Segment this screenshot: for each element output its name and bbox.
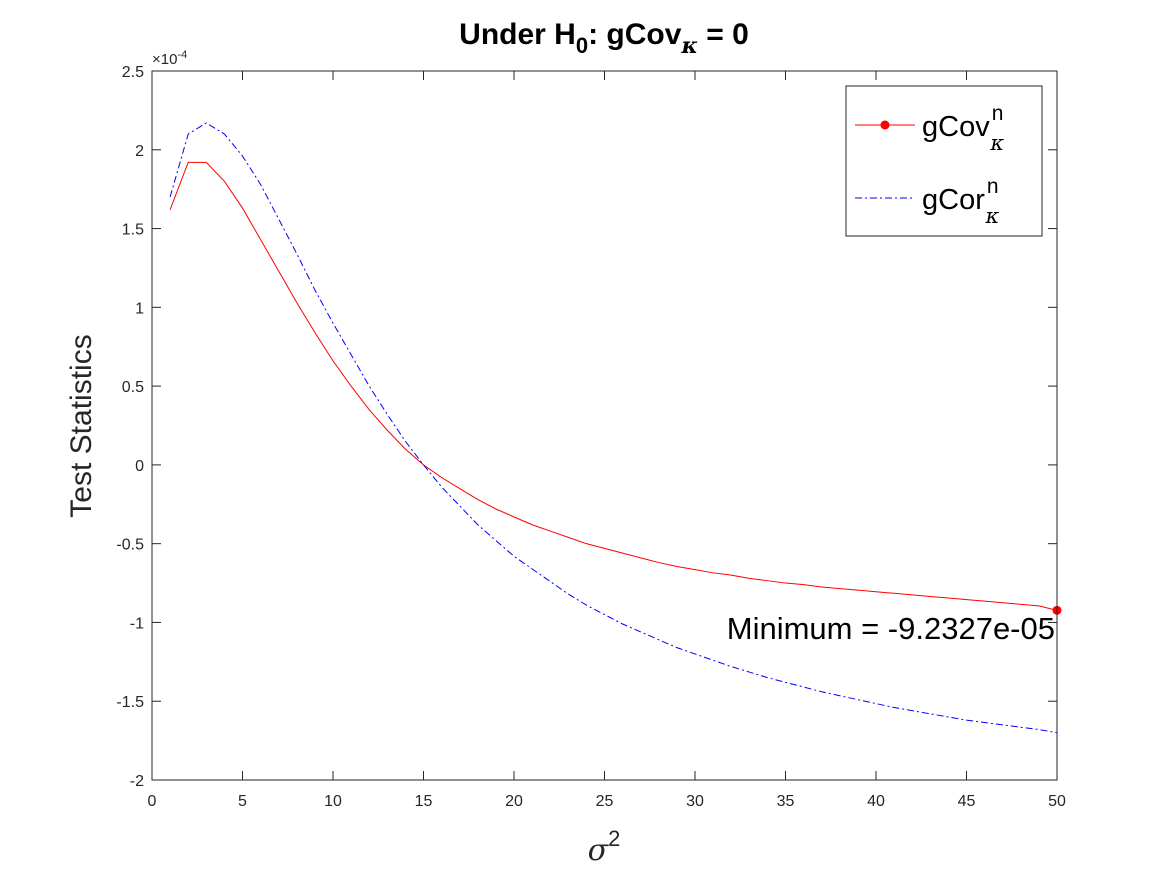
x-tick-label: 20 [505,793,523,810]
x-tick-label: 30 [686,793,704,810]
y-tick-label: 1.5 [122,222,144,239]
y-axis-label: Test Statistics [65,334,98,517]
y-tick-label: 0 [135,458,144,475]
y-tick-label: 2 [135,143,144,160]
x-tick-label: 35 [777,793,795,810]
y-tick-label: 1 [135,300,144,317]
x-tick-label: 0 [148,793,157,810]
legend-box [845,85,1043,237]
x-tick-label: 40 [867,793,885,810]
legend-label-gcov: gCovn κ [922,102,1004,155]
x-tick-label: 50 [1048,793,1066,810]
x-axis-ticks: 0 5 10 15 20 25 30 35 40 45 50 [148,71,1066,810]
y-tick-label: -1 [130,615,144,632]
y-tick-label: 0.5 [122,379,144,396]
x-axis-label: σ2 [588,826,621,868]
minimum-annotation: Minimum = -9.2327e-05 [727,611,1055,646]
x-tick-label: 25 [596,793,614,810]
y-axis-multiplier: ×10-4 [152,49,187,68]
x-tick-label: 45 [958,793,976,810]
legend-marker-gcov [880,120,890,130]
chart-title: Under H0: gCovκ = 0 [459,18,749,59]
x-tick-label: 5 [238,793,247,810]
legend: gCovn κ gCorn κ [845,85,1043,237]
x-tick-label: 10 [324,793,342,810]
x-tick-label: 15 [415,793,433,810]
y-tick-label: -2 [130,773,144,790]
axes-frame [151,70,1058,781]
y-tick-label: -0.5 [116,537,144,554]
legend-label-gcor: gCorn κ [922,175,1000,228]
y-tick-label: -1.5 [116,694,144,711]
y-axis-ticks: -2 -1.5 -1 -0.5 0 0.5 1 1.5 2 2.5 [116,64,1057,790]
y-tick-label: 2.5 [122,64,144,81]
series-gcov-line [169,161,1058,611]
series-gcor-line [169,122,1058,734]
